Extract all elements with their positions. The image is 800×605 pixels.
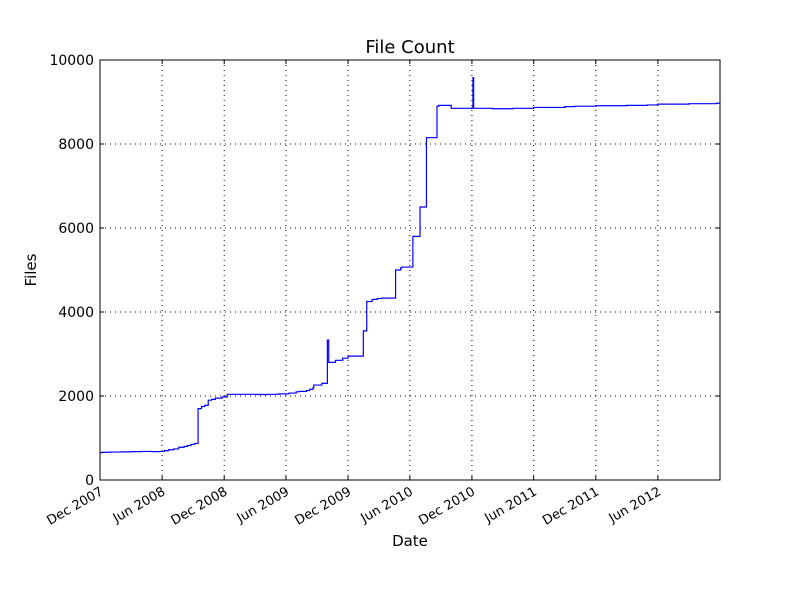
x-tick-label: Dec 2009 [293,484,355,528]
x-tick-label: Dec 2007 [44,484,106,528]
x-tick-label: Jun 2010 [358,484,416,526]
series-layer [100,77,721,454]
y-tick-label: 8000 [58,137,94,153]
x-tick-label: Dec 2008 [169,484,231,528]
x-tick-label: Dec 2011 [540,484,602,528]
ticks-layer: Dec 2007 Jun 2008 Dec 2008 Jun 2009 Dec 2009… [44,53,720,529]
x-axis-label: Date [392,532,428,550]
y-tick-label: 10000 [49,53,94,69]
y-tick-label: 0 [85,473,94,489]
grid-layer [99,59,720,481]
x-tick-label: Jun 2012 [606,484,664,526]
series-line [100,77,721,454]
x-tick-label: Jun 2009 [234,484,292,526]
y-tick-label: 2000 [58,389,94,405]
chart-title: File Count [365,37,454,58]
x-tick-label: Dec 2010 [416,484,478,528]
y-axis-label: Files [22,253,40,286]
x-tick-label: Jun 2011 [482,484,540,526]
y-tick-label: 4000 [58,305,94,321]
x-tick-label: Jun 2008 [110,484,168,526]
y-tick-label: 6000 [58,221,94,237]
